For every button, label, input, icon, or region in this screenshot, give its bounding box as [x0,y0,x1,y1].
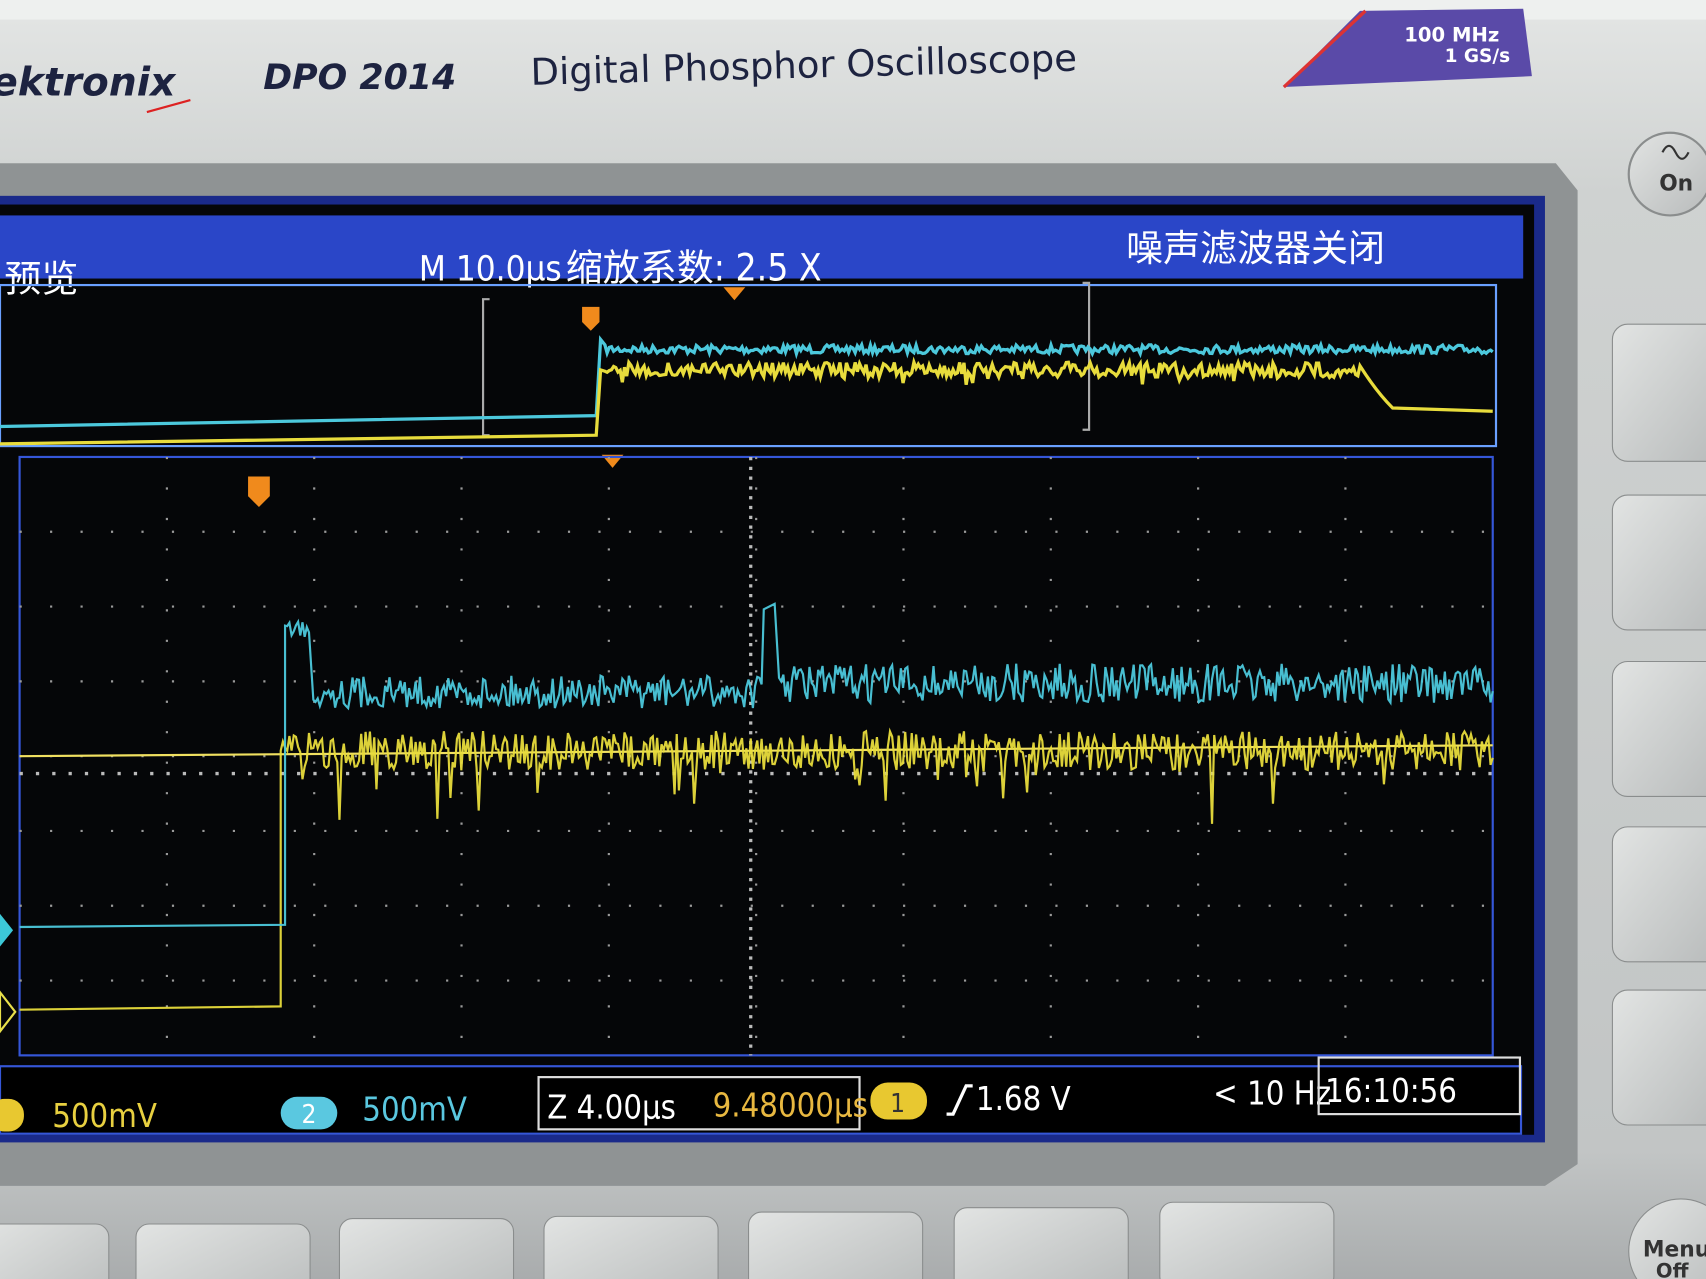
side-button[interactable] [1611,826,1706,963]
side-button[interactable] [1611,989,1706,1126]
overview-ch1-trace [0,356,1493,446]
trigger-position [723,287,746,301]
power-button[interactable] [1627,131,1706,217]
screen [0,204,1535,1135]
menu-sub-label: Off [1656,1259,1690,1279]
top-edge [0,0,1706,20]
power-icon [1661,144,1690,160]
badge-bandwidth: 100 MHz [1404,23,1499,46]
bottom-button[interactable] [0,1223,110,1279]
brand-mark [146,99,191,114]
ch1-marker [0,990,17,1034]
bottom-button[interactable] [543,1215,719,1279]
ch2-trace [19,602,1494,929]
ch2-marker [0,913,14,947]
side-button[interactable] [1611,323,1706,462]
badge-stripe [1282,9,1367,89]
trigger-source: 1 [890,1089,905,1119]
overview-window [0,283,1498,448]
header-filter: 噪声滤波器关闭 [1126,227,1385,270]
waveforms [0,335,1494,1011]
power-label: On [1659,171,1693,196]
ch1-badge [0,1098,24,1132]
header-timebase: M 10.0µs [419,250,562,290]
bottom-button[interactable] [953,1207,1129,1279]
menu-button[interactable] [1628,1198,1706,1279]
ch1-scale: 500mV [52,1097,157,1135]
menu-label: Menu [1643,1238,1706,1263]
overview-ch2-trace [0,335,1494,429]
side-button[interactable] [1611,660,1706,797]
trigger-level: 1.68 V [976,1080,1071,1118]
graticule [19,456,1493,1056]
slope-icon [946,1084,973,1116]
zoom-scale: Z 4.00µs [547,1088,676,1126]
bottom-button[interactable] [748,1211,924,1279]
header-bar [0,215,1524,279]
trigger-marker [248,476,270,508]
zoom-box [537,1076,861,1131]
side-buttons [1611,323,1706,1126]
clock: 16:10:56 [1325,1072,1457,1110]
badge-sample-rate: 1 GS/s [1445,46,1511,67]
bottom-button[interactable] [135,1223,311,1279]
trigger-marker [582,306,600,331]
header-mode: 预览 [4,258,78,301]
ch1-trace [19,727,1494,1011]
ch2-badge [280,1096,338,1130]
trigger-frequency: < 10 Hz [1213,1074,1331,1112]
trigger-badge [870,1082,927,1120]
clock-box [1317,1056,1522,1116]
ch2-number: 2 [302,1100,317,1130]
ch2-scale: 500mV [362,1091,467,1129]
header-zoom: 缩放系数: 2.5 X [566,247,822,290]
side-button[interactable] [1611,494,1706,631]
bottom-button[interactable] [1159,1201,1335,1279]
bottom-button[interactable] [338,1218,515,1279]
model: DPO 2014 [263,58,456,98]
bottom-buttons [0,1201,1335,1279]
horizontal-position: 9.48000µs [713,1086,868,1124]
brand: ektronix [0,61,177,106]
